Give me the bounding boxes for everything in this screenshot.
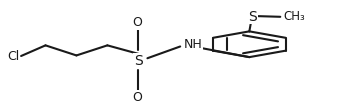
Text: S: S: [134, 54, 143, 68]
Text: CH₃: CH₃: [283, 10, 305, 23]
Text: NH: NH: [184, 38, 203, 51]
Text: O: O: [132, 16, 143, 29]
Text: Cl: Cl: [7, 50, 19, 62]
Text: O: O: [132, 91, 143, 104]
Text: S: S: [249, 10, 257, 24]
